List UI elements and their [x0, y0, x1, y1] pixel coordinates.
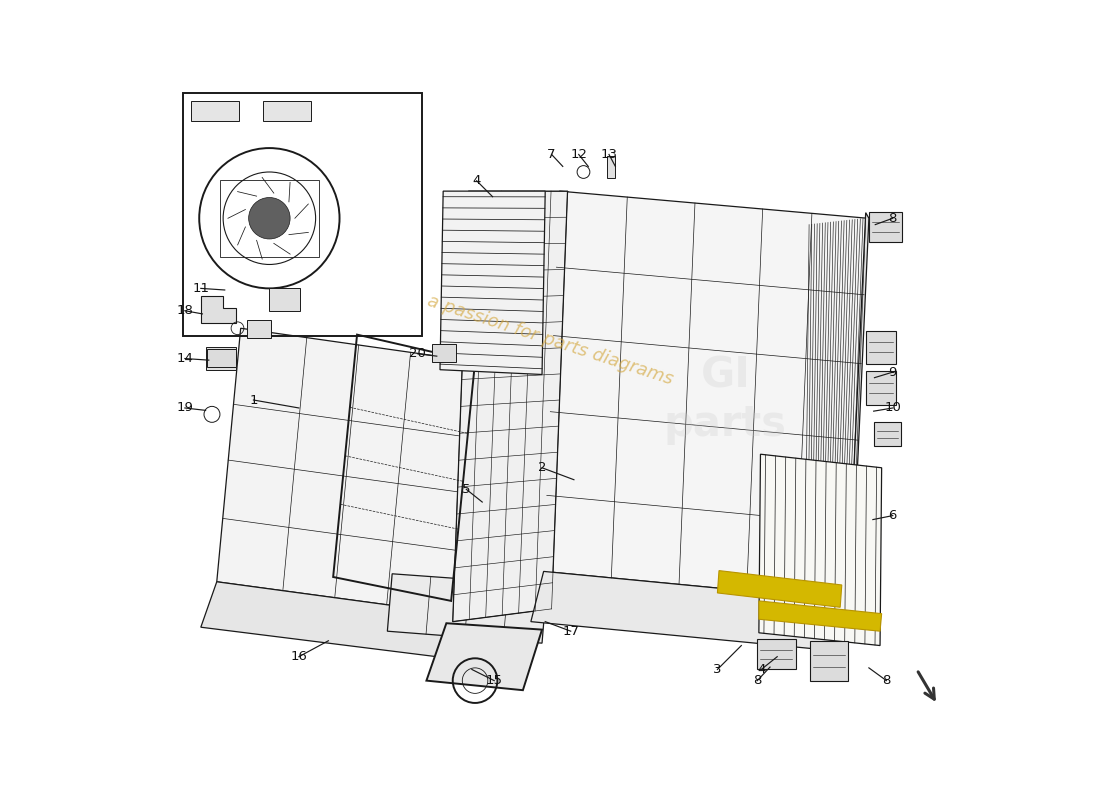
FancyBboxPatch shape	[206, 347, 235, 370]
Polygon shape	[453, 191, 568, 622]
Text: 13: 13	[601, 148, 617, 161]
Text: 1: 1	[250, 394, 257, 406]
Polygon shape	[387, 574, 547, 643]
Text: 10: 10	[884, 402, 901, 414]
Text: 4: 4	[473, 174, 481, 187]
FancyBboxPatch shape	[263, 101, 311, 121]
Text: 2: 2	[538, 462, 547, 474]
Text: 16: 16	[290, 650, 307, 663]
Polygon shape	[759, 601, 881, 631]
Text: 19: 19	[176, 402, 194, 414]
FancyBboxPatch shape	[248, 320, 271, 338]
Polygon shape	[201, 296, 235, 323]
Text: 15: 15	[486, 674, 503, 687]
Circle shape	[249, 198, 290, 239]
Text: 12: 12	[570, 148, 587, 161]
Text: 4: 4	[757, 663, 766, 676]
Polygon shape	[440, 191, 546, 374]
Text: a passion for parts diagrams: a passion for parts diagrams	[425, 292, 675, 389]
FancyBboxPatch shape	[270, 288, 299, 310]
FancyBboxPatch shape	[191, 101, 239, 121]
Text: 20: 20	[409, 347, 426, 360]
Polygon shape	[759, 454, 881, 646]
FancyBboxPatch shape	[873, 422, 901, 446]
Polygon shape	[217, 328, 476, 614]
FancyBboxPatch shape	[607, 156, 615, 178]
FancyBboxPatch shape	[866, 371, 896, 405]
Text: 18: 18	[176, 304, 194, 318]
Text: 8: 8	[889, 212, 896, 225]
FancyBboxPatch shape	[869, 212, 902, 242]
FancyBboxPatch shape	[757, 639, 795, 670]
Text: 8: 8	[882, 674, 891, 687]
Text: 9: 9	[889, 366, 896, 378]
Text: 11: 11	[192, 282, 209, 295]
Polygon shape	[717, 570, 842, 607]
Text: 14: 14	[176, 352, 194, 365]
FancyBboxPatch shape	[207, 349, 235, 366]
Polygon shape	[543, 191, 867, 601]
Polygon shape	[531, 571, 851, 651]
Polygon shape	[427, 623, 542, 690]
FancyBboxPatch shape	[866, 330, 896, 364]
Text: 7: 7	[548, 148, 556, 161]
Text: 8: 8	[754, 674, 761, 687]
Text: 3: 3	[713, 663, 722, 676]
Text: 17: 17	[562, 625, 580, 638]
FancyBboxPatch shape	[432, 344, 455, 362]
Text: 5: 5	[462, 482, 471, 496]
Polygon shape	[848, 213, 869, 601]
Polygon shape	[201, 582, 453, 657]
Text: 6: 6	[889, 509, 896, 522]
FancyBboxPatch shape	[810, 641, 848, 681]
Text: GI
parts: GI parts	[664, 354, 786, 446]
